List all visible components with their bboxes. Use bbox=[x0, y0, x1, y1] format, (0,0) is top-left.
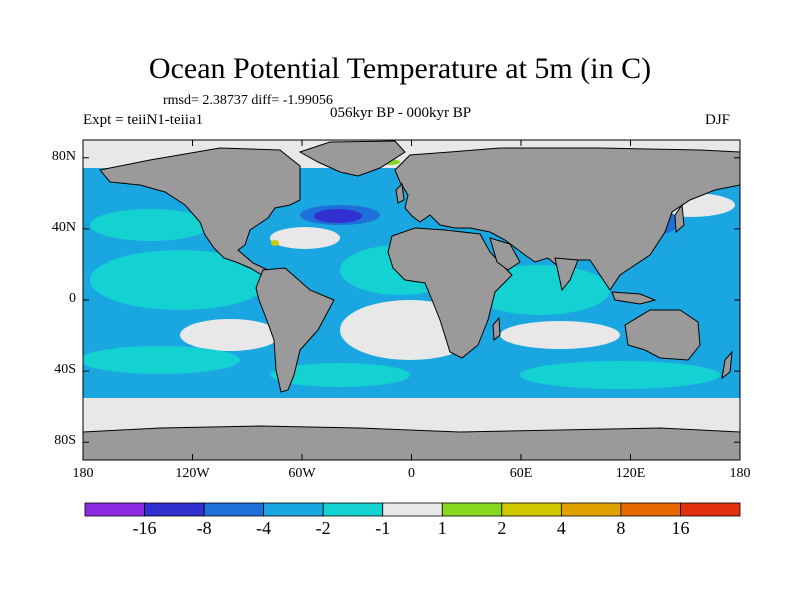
y-axis-ticks bbox=[83, 157, 740, 443]
colorbar-label: 2 bbox=[497, 518, 507, 538]
colorbar-label: -8 bbox=[196, 518, 212, 538]
africa bbox=[387, 227, 513, 359]
colorbar-box bbox=[144, 502, 205, 517]
colorbar-box bbox=[203, 502, 265, 517]
madagascar bbox=[492, 316, 501, 342]
japan bbox=[674, 203, 685, 234]
x-tick-label: 120W bbox=[175, 466, 210, 481]
colorbar-box bbox=[560, 502, 622, 517]
period-label: 056kyr BP - 000kyr BP bbox=[330, 105, 472, 121]
x-tick-label: 180 bbox=[72, 466, 94, 481]
colorbar-label: 1 bbox=[437, 518, 447, 538]
arabian-peninsula bbox=[489, 237, 521, 271]
colorbar-box bbox=[680, 502, 741, 517]
greenland bbox=[298, 140, 406, 177]
colorbar-box bbox=[322, 502, 384, 517]
y-tick-label: 40S bbox=[54, 362, 76, 378]
south-america bbox=[255, 267, 335, 393]
australia bbox=[624, 309, 701, 361]
experiment-label: Expt = teiiN1-teiia1 bbox=[83, 112, 204, 128]
colorbar-label: 16 bbox=[671, 518, 690, 538]
y-tick-label: 80S bbox=[54, 433, 76, 449]
india bbox=[554, 257, 579, 292]
y-tick-label: 80N bbox=[51, 148, 76, 164]
eurasia bbox=[394, 147, 740, 291]
north-america bbox=[99, 147, 301, 276]
colorbar-label: -2 bbox=[315, 518, 331, 538]
colorbar-box bbox=[441, 502, 503, 517]
colorbar bbox=[84, 502, 741, 517]
season-label: DJF bbox=[705, 112, 731, 128]
colorbar-box bbox=[263, 502, 324, 517]
colorbar-label: 8 bbox=[616, 518, 626, 538]
y-tick-label: 40N bbox=[51, 219, 76, 235]
x-axis-ticks bbox=[82, 140, 741, 460]
y-tick-label: 0 bbox=[69, 291, 76, 306]
x-tick-label: 180 bbox=[729, 466, 751, 481]
uk-ireland bbox=[395, 182, 405, 204]
x-tick-label: 120E bbox=[615, 466, 646, 481]
colorbar-box bbox=[84, 502, 145, 517]
rmsd-diff-stats: rmsd= 2.38737 diff= -1.99056 bbox=[163, 93, 333, 108]
colorbar-label: -16 bbox=[132, 518, 157, 538]
land-masses bbox=[83, 140, 740, 460]
indonesia bbox=[611, 291, 657, 305]
x-tick-label: 60W bbox=[288, 466, 316, 481]
x-tick-label: 60E bbox=[509, 466, 533, 481]
colorbar-box bbox=[620, 502, 681, 517]
colorbar-box bbox=[501, 502, 562, 517]
colorbar-label: -1 bbox=[375, 518, 391, 538]
colorbar-label: 4 bbox=[556, 518, 566, 538]
colorbar-label: -4 bbox=[256, 518, 272, 538]
new-zealand bbox=[721, 350, 733, 380]
map-title: Ocean Potential Temperature at 5m (in C) bbox=[148, 52, 652, 85]
colorbar-box bbox=[382, 502, 443, 517]
x-tick-label: 0 bbox=[408, 466, 415, 481]
antarctica bbox=[83, 425, 740, 460]
